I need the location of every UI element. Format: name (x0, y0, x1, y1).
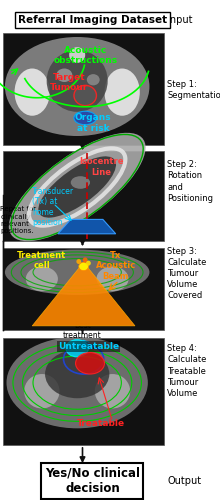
Ellipse shape (74, 112, 96, 125)
Ellipse shape (69, 47, 85, 63)
Text: Untreatable: Untreatable (58, 342, 119, 351)
Bar (3, 151, 164, 241)
Ellipse shape (76, 259, 81, 264)
Ellipse shape (9, 133, 146, 241)
Text: Target
Tumour: Target Tumour (50, 73, 88, 92)
Ellipse shape (74, 86, 96, 105)
Ellipse shape (24, 374, 59, 408)
Ellipse shape (7, 337, 148, 428)
Text: Yes/No clinical
decision: Yes/No clinical decision (45, 467, 140, 495)
Polygon shape (58, 220, 116, 234)
Ellipse shape (15, 68, 50, 116)
Text: Best
treatment
position: Best treatment position (63, 321, 102, 351)
Text: Step 3:
Calculate
Tumour
Volume
Covered: Step 3: Calculate Tumour Volume Covered (167, 247, 207, 300)
Text: Step 2:
Rotation
and
Positioning: Step 2: Rotation and Positioning (167, 160, 213, 202)
Text: Organs
at risk: Organs at risk (75, 114, 112, 133)
Ellipse shape (86, 260, 91, 266)
Text: Tx
Acoustic
Beam: Tx Acoustic Beam (96, 251, 136, 280)
Ellipse shape (47, 50, 108, 112)
Text: Treatment
cell: Treatment cell (17, 251, 66, 270)
Ellipse shape (5, 37, 149, 136)
Ellipse shape (96, 266, 128, 291)
Text: Output: Output (167, 476, 201, 486)
Bar (3, 248, 164, 330)
Text: Treatable: Treatable (77, 419, 125, 428)
Text: Referral Imaging Dataset: Referral Imaging Dataset (18, 15, 167, 25)
Text: Step 4:
Calculate
Treatable
Tumour
Volume: Step 4: Calculate Treatable Tumour Volum… (167, 344, 207, 398)
Ellipse shape (87, 74, 100, 86)
Ellipse shape (83, 258, 88, 262)
Text: Isocentre
Line: Isocentre Line (79, 158, 123, 176)
Ellipse shape (45, 350, 109, 398)
Ellipse shape (56, 68, 72, 82)
Ellipse shape (71, 176, 90, 189)
Ellipse shape (76, 352, 104, 374)
Polygon shape (32, 262, 135, 326)
Bar (3, 338, 164, 445)
Ellipse shape (26, 266, 58, 291)
Ellipse shape (104, 68, 140, 116)
Bar (3, 32, 164, 145)
Text: Step 1:
Segmentation: Step 1: Segmentation (167, 80, 220, 100)
Ellipse shape (38, 156, 116, 218)
Text: Input: Input (167, 15, 193, 25)
Text: Transducer
(Tx) at
home
position: Transducer (Tx) at home position (32, 187, 74, 227)
Ellipse shape (79, 262, 88, 270)
Ellipse shape (66, 340, 88, 357)
Text: Repeat for
clinically
relevant
positions.: Repeat for clinically relevant positions… (0, 206, 37, 234)
Ellipse shape (5, 250, 149, 295)
Ellipse shape (95, 374, 130, 408)
Text: Acoustic
obstructions: Acoustic obstructions (53, 46, 117, 66)
